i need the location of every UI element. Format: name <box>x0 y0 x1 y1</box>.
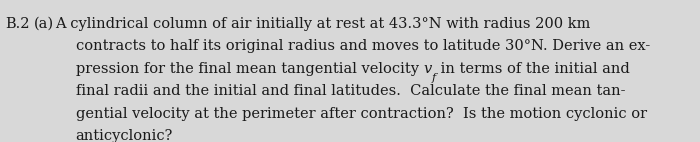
Text: contracts to half its original radius and moves to latitude 30°N. Derive an ex-: contracts to half its original radius an… <box>76 39 650 54</box>
Text: pression for the final mean tangential velocity: pression for the final mean tangential v… <box>76 62 424 76</box>
Text: f: f <box>431 73 435 83</box>
Text: v: v <box>424 62 431 76</box>
Text: (a): (a) <box>34 17 54 31</box>
Text: B.2: B.2 <box>6 17 30 31</box>
Text: final radii and the initial and final latitudes.  Calculate the final mean tan-: final radii and the initial and final la… <box>76 84 625 98</box>
Text: A cylindrical column of air initially at rest at 43.3°N with radius 200 km: A cylindrical column of air initially at… <box>55 17 590 31</box>
Text: anticyclonic?: anticyclonic? <box>76 129 173 142</box>
Text: in terms of the initial and: in terms of the initial and <box>435 62 629 76</box>
Text: gential velocity at the perimeter after contraction?  Is the motion cyclonic or: gential velocity at the perimeter after … <box>76 107 647 121</box>
